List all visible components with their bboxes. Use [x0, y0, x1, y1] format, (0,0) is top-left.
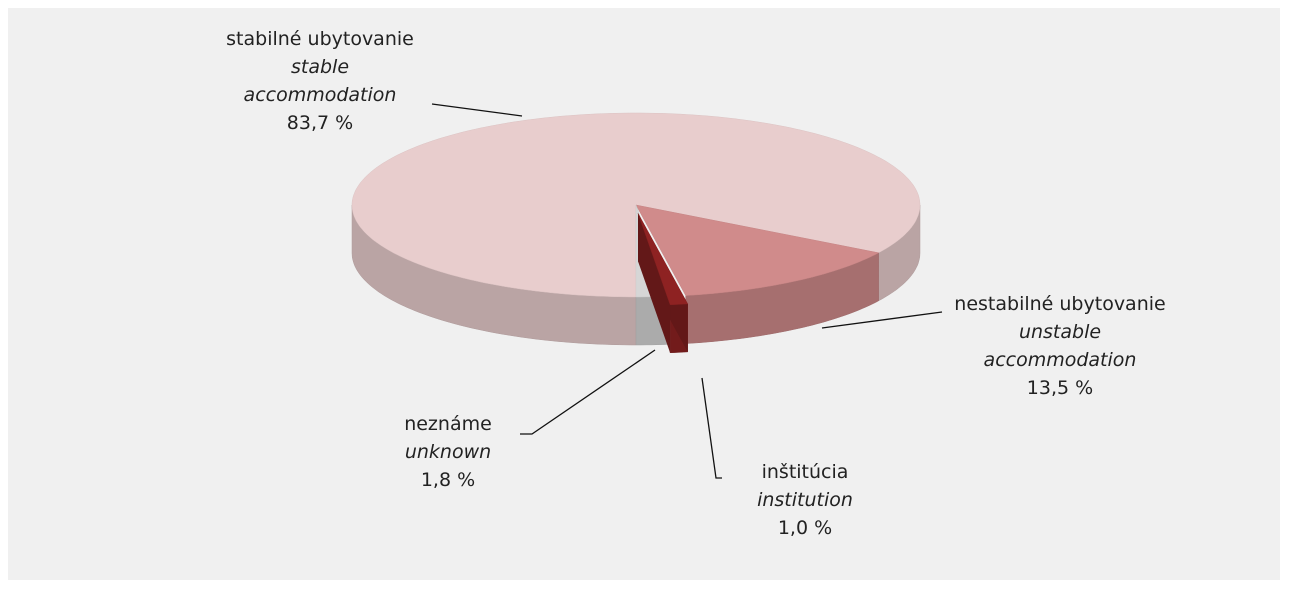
slice — [637, 213, 689, 305]
leader-line — [431, 103, 523, 117]
label-sk: inštitúcia — [761, 461, 849, 483]
label-sk: neznáme — [404, 413, 492, 435]
slice-label: inštitúcia institution 1,0 % — [655, 458, 955, 542]
label-en: unstable accommodation — [983, 321, 1137, 371]
slice-wall — [638, 213, 671, 353]
slice-label: nestabilné ubytovanie unstable accommodat… — [910, 290, 1210, 402]
label-en: stable accommodation — [243, 56, 397, 106]
leader-line — [821, 311, 943, 329]
leader-line — [701, 377, 722, 479]
leader-line — [520, 349, 656, 435]
label-val: 1,0 % — [777, 517, 833, 539]
slice-label: neznáme unknown 1,8 % — [298, 410, 598, 494]
label-val: 83,7 % — [286, 112, 354, 134]
label-en: unknown — [404, 441, 492, 463]
label-val: 1,8 % — [420, 469, 476, 491]
label-sk: nestabilné ubytovanie — [954, 293, 1166, 315]
label-val: 13,5 % — [1026, 377, 1094, 399]
slice — [635, 204, 880, 296]
slice-label: stabilné ubytovanie stable accommodation 8… — [170, 25, 470, 137]
label-en: institution — [757, 489, 853, 511]
label-sk: stabilné ubytovanie — [226, 28, 414, 50]
